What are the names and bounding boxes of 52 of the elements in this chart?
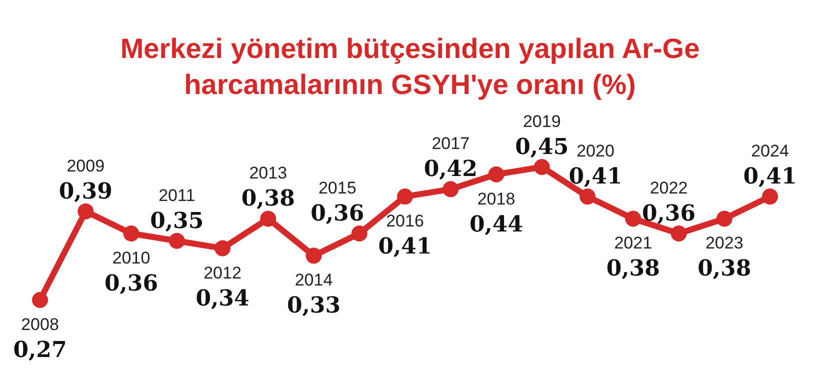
data-label: 0,33 bbox=[286, 292, 341, 319]
point bbox=[716, 210, 732, 227]
chart-title: Merkezi yönetim bütçesinden yapılan Ar-Ge harcamalarının GSYH'ye oranı (%) bbox=[120, 33, 700, 100]
point bbox=[123, 226, 140, 242]
x-tick-label: 2017 bbox=[432, 134, 470, 154]
x-tick-label: 2021 bbox=[614, 234, 652, 253]
x-tick-label: 2012 bbox=[204, 263, 242, 282]
point bbox=[762, 188, 778, 205]
point bbox=[168, 232, 185, 249]
data-label: 0,38 bbox=[606, 256, 660, 282]
point bbox=[214, 240, 230, 256]
x-tick-label: 2016 bbox=[386, 212, 424, 231]
point bbox=[397, 188, 413, 205]
data-label: 0,41 bbox=[378, 234, 432, 260]
data-label: 0,42 bbox=[424, 156, 478, 182]
data-label: 0,38 bbox=[241, 186, 295, 212]
point bbox=[534, 159, 550, 175]
data-label: 0,39 bbox=[58, 178, 112, 204]
data-label: 0,41 bbox=[568, 164, 622, 190]
data-label: 0,36 bbox=[642, 200, 696, 226]
data-label: 0,35 bbox=[150, 208, 204, 234]
x-tick-label: 2019 bbox=[522, 112, 561, 131]
point bbox=[351, 226, 368, 242]
data-label: 0,38 bbox=[698, 256, 752, 282]
x-tick-label: 2018 bbox=[477, 189, 516, 208]
data-label: 0,45 bbox=[515, 134, 569, 160]
x-tick-label: 2010 bbox=[112, 248, 150, 268]
x-tick-label: 2024 bbox=[751, 142, 789, 161]
x-tick-label: 2011 bbox=[158, 186, 196, 205]
data-label: 0,34 bbox=[196, 285, 250, 312]
data-label: 0,36 bbox=[310, 200, 364, 226]
x-tick-label: 2023 bbox=[705, 234, 744, 253]
x-tick-label: 2008 bbox=[21, 315, 59, 334]
point bbox=[625, 210, 642, 227]
x-tick-label: 2022 bbox=[650, 178, 688, 198]
x-tick-label: 2015 bbox=[318, 178, 356, 198]
point bbox=[32, 292, 48, 308]
data-label: 0,44 bbox=[469, 211, 524, 238]
point bbox=[670, 226, 687, 242]
x-tick-label: 2013 bbox=[249, 164, 288, 183]
data-label: 0,41 bbox=[743, 164, 797, 190]
x-tick-label: 2014 bbox=[294, 270, 333, 290]
point bbox=[488, 166, 504, 182]
x-tick-label: 2009 bbox=[66, 156, 105, 176]
point bbox=[260, 210, 276, 227]
data-label: 0,27 bbox=[13, 337, 67, 363]
point bbox=[442, 181, 459, 198]
point bbox=[306, 248, 322, 264]
data-label: 0,36 bbox=[104, 270, 158, 296]
point bbox=[580, 188, 596, 205]
x-tick-label: 2020 bbox=[576, 142, 614, 161]
point bbox=[78, 203, 94, 220]
